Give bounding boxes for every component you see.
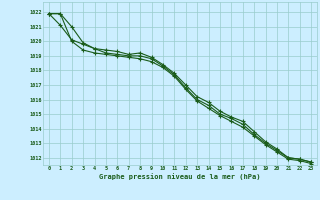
X-axis label: Graphe pression niveau de la mer (hPa): Graphe pression niveau de la mer (hPa)	[99, 173, 261, 180]
